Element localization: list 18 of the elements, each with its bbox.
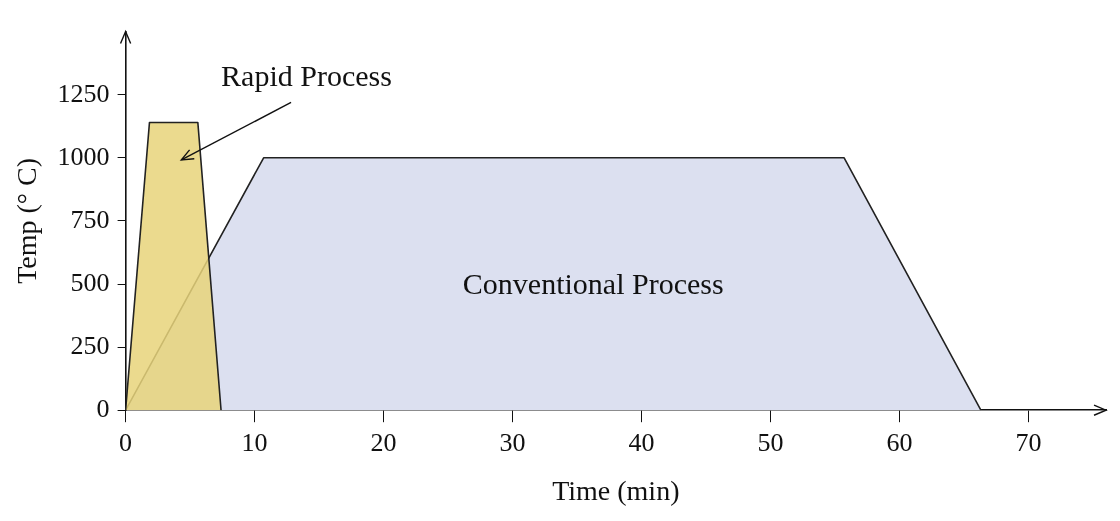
x-tick-label: 40 xyxy=(628,427,655,457)
y-axis-title: Temp (° C) xyxy=(11,157,43,284)
series-label: Conventional Process xyxy=(462,266,724,300)
y-tick-label: 1000 xyxy=(57,141,110,171)
y-tick-label: 500 xyxy=(70,267,110,297)
x-axis-title: Time (min) xyxy=(552,474,680,506)
x-tick-label: 10 xyxy=(241,427,268,457)
x-tick-label: 30 xyxy=(499,427,526,457)
x-tick-label: 0 xyxy=(119,427,133,457)
x-tick-label: 20 xyxy=(370,427,397,457)
series-label: Rapid Process xyxy=(221,59,392,93)
y-tick-label: 1250 xyxy=(57,78,110,108)
x-tick-label: 60 xyxy=(886,427,913,457)
y-tick-label: 750 xyxy=(70,204,110,234)
x-tick-label: 50 xyxy=(757,427,784,457)
y-tick-label: 250 xyxy=(70,330,110,360)
x-tick-label: 70 xyxy=(1015,427,1042,457)
y-tick-label: 0 xyxy=(96,394,110,424)
